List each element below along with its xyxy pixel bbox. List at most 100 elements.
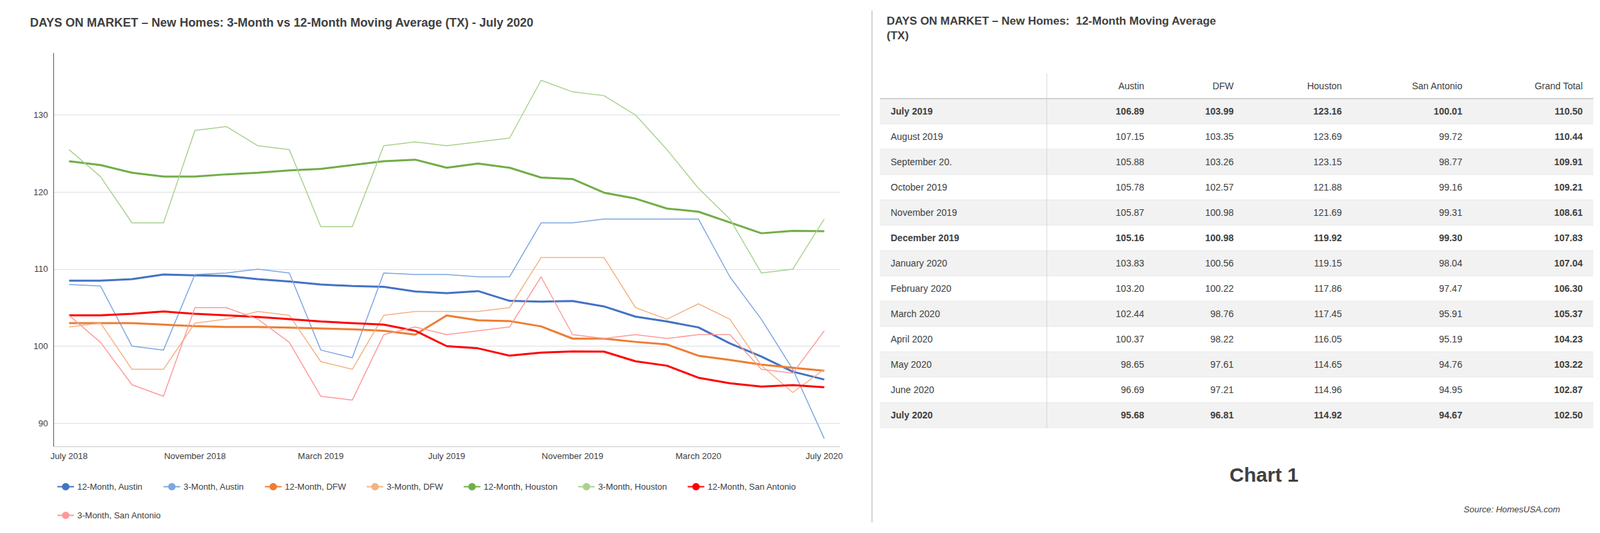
- svg-text:June 2020: June 2020: [890, 384, 935, 396]
- svg-text:December 2019: December 2019: [890, 232, 960, 244]
- svg-text:110.44: 110.44: [1554, 131, 1583, 142]
- svg-text:98.22: 98.22: [1210, 334, 1234, 345]
- svg-text:95.68: 95.68: [1120, 410, 1144, 421]
- svg-text:Grand Total: Grand Total: [1534, 80, 1583, 92]
- svg-text:July 2020: July 2020: [890, 410, 933, 421]
- svg-text:October 2019: October 2019: [890, 182, 948, 193]
- svg-text:95.19: 95.19: [1438, 334, 1462, 345]
- svg-text:DAYS ON MARKET – New Homes: 1: DAYS ON MARKET – New Homes: 12-Month Mov…: [886, 14, 1216, 28]
- svg-text:97.47: 97.47: [1438, 283, 1462, 294]
- svg-text:98.65: 98.65: [1120, 359, 1144, 370]
- svg-text:3-Month, Austin: 3-Month, Austin: [183, 482, 244, 492]
- svg-text:San Antonio: San Antonio: [1412, 80, 1463, 92]
- svg-text:94.95: 94.95: [1438, 384, 1462, 396]
- svg-text:119.15: 119.15: [1314, 258, 1342, 269]
- svg-text:130: 130: [33, 110, 48, 120]
- svg-text:120: 120: [33, 187, 48, 198]
- svg-text:103.83: 103.83: [1116, 258, 1145, 269]
- svg-text:97.21: 97.21: [1210, 384, 1234, 396]
- svg-text:November 2019: November 2019: [542, 451, 604, 462]
- svg-text:107.04: 107.04: [1554, 258, 1583, 269]
- svg-text:98.04: 98.04: [1438, 258, 1462, 269]
- svg-text:100.98: 100.98: [1205, 232, 1234, 244]
- svg-text:102.57: 102.57: [1205, 182, 1234, 193]
- svg-text:98.77: 98.77: [1438, 156, 1462, 168]
- svg-text:105.37: 105.37: [1554, 308, 1583, 320]
- svg-text:102.50: 102.50: [1554, 410, 1583, 421]
- svg-text:114.92: 114.92: [1314, 410, 1342, 421]
- svg-text:109.21: 109.21: [1554, 182, 1583, 193]
- svg-text:117.86: 117.86: [1314, 283, 1342, 294]
- svg-text:106.30: 106.30: [1554, 283, 1583, 294]
- svg-text:119.92: 119.92: [1314, 232, 1342, 244]
- svg-text:12-Month, San Antonio: 12-Month, San Antonio: [707, 482, 796, 492]
- svg-text:106.89: 106.89: [1116, 106, 1145, 117]
- svg-text:96.69: 96.69: [1120, 384, 1144, 396]
- svg-text:95.91: 95.91: [1438, 308, 1462, 320]
- svg-text:105.16: 105.16: [1116, 232, 1145, 244]
- svg-text:3-Month, DFW: 3-Month, DFW: [386, 482, 444, 492]
- svg-text:107.83: 107.83: [1554, 232, 1583, 244]
- svg-text:97.61: 97.61: [1210, 359, 1234, 370]
- svg-text:109.91: 109.91: [1554, 156, 1583, 168]
- svg-text:August 2019: August 2019: [890, 131, 944, 142]
- svg-text:100.37: 100.37: [1116, 334, 1145, 345]
- svg-text:July 2019: July 2019: [890, 106, 933, 117]
- svg-text:121.69: 121.69: [1313, 207, 1342, 218]
- svg-text:116.05: 116.05: [1314, 334, 1342, 345]
- svg-text:Austin: Austin: [1118, 80, 1144, 92]
- svg-text:102.87: 102.87: [1554, 384, 1583, 396]
- svg-text:100.01: 100.01: [1434, 106, 1463, 117]
- svg-text:March 2020: March 2020: [890, 308, 940, 320]
- svg-text:114.65: 114.65: [1314, 359, 1342, 370]
- svg-text:94.76: 94.76: [1438, 359, 1462, 370]
- svg-text:12-Month, DFW: 12-Month, DFW: [284, 482, 346, 492]
- svg-text:(TX): (TX): [886, 29, 909, 42]
- svg-text:104.23: 104.23: [1554, 334, 1583, 345]
- svg-text:September 20.: September 20.: [890, 156, 952, 168]
- svg-text:100: 100: [33, 341, 48, 352]
- svg-text:July 2018: July 2018: [50, 451, 88, 462]
- svg-text:November 2018: November 2018: [164, 451, 226, 462]
- svg-text:Chart 1: Chart 1: [1229, 464, 1298, 486]
- svg-text:99.31: 99.31: [1438, 207, 1462, 218]
- svg-text:102.44: 102.44: [1116, 308, 1145, 320]
- svg-text:103.22: 103.22: [1554, 359, 1583, 370]
- svg-text:98.76: 98.76: [1210, 308, 1234, 320]
- svg-text:103.99: 103.99: [1205, 106, 1234, 117]
- svg-text:110: 110: [34, 264, 48, 274]
- svg-text:January 2020: January 2020: [890, 258, 948, 269]
- svg-text:99.16: 99.16: [1438, 182, 1462, 193]
- svg-text:July 2019: July 2019: [428, 451, 466, 462]
- svg-text:DFW: DFW: [1212, 80, 1235, 92]
- svg-text:121.88: 121.88: [1313, 182, 1342, 193]
- svg-text:110.50: 110.50: [1554, 106, 1583, 117]
- svg-text:114.96: 114.96: [1314, 384, 1342, 396]
- svg-text:March 2020: March 2020: [675, 451, 722, 462]
- svg-text:123.15: 123.15: [1313, 156, 1342, 168]
- svg-text:103.35: 103.35: [1205, 131, 1234, 142]
- svg-text:99.72: 99.72: [1438, 131, 1462, 142]
- svg-text:July 2020: July 2020: [806, 451, 844, 462]
- svg-text:103.26: 103.26: [1205, 156, 1234, 168]
- svg-text:100.22: 100.22: [1205, 283, 1234, 294]
- svg-text:3-Month, Houston: 3-Month, Houston: [598, 482, 667, 492]
- svg-text:DAYS ON MARKET – New Homes: 3-: DAYS ON MARKET – New Homes: 3-Month vs 1…: [30, 16, 534, 30]
- svg-text:February 2020: February 2020: [890, 283, 952, 294]
- svg-text:123.69: 123.69: [1313, 131, 1342, 142]
- svg-text:Source: HomesUSA.com: Source: HomesUSA.com: [1464, 504, 1561, 515]
- svg-text:100.98: 100.98: [1205, 207, 1234, 218]
- svg-text:105.78: 105.78: [1116, 182, 1145, 193]
- svg-text:107.15: 107.15: [1116, 131, 1145, 142]
- svg-text:99.30: 99.30: [1438, 232, 1462, 244]
- svg-text:105.87: 105.87: [1116, 207, 1145, 218]
- svg-text:November 2019: November 2019: [890, 207, 958, 218]
- svg-text:12-Month, Houston: 12-Month, Houston: [484, 482, 558, 492]
- svg-text:90: 90: [38, 418, 48, 429]
- svg-text:12-Month, Austin: 12-Month, Austin: [77, 482, 143, 492]
- svg-text:105.88: 105.88: [1116, 156, 1145, 168]
- svg-text:May 2020: May 2020: [890, 359, 932, 370]
- svg-text:108.61: 108.61: [1554, 207, 1583, 218]
- svg-text:96.81: 96.81: [1210, 410, 1234, 421]
- svg-text:March 2019: March 2019: [298, 451, 344, 462]
